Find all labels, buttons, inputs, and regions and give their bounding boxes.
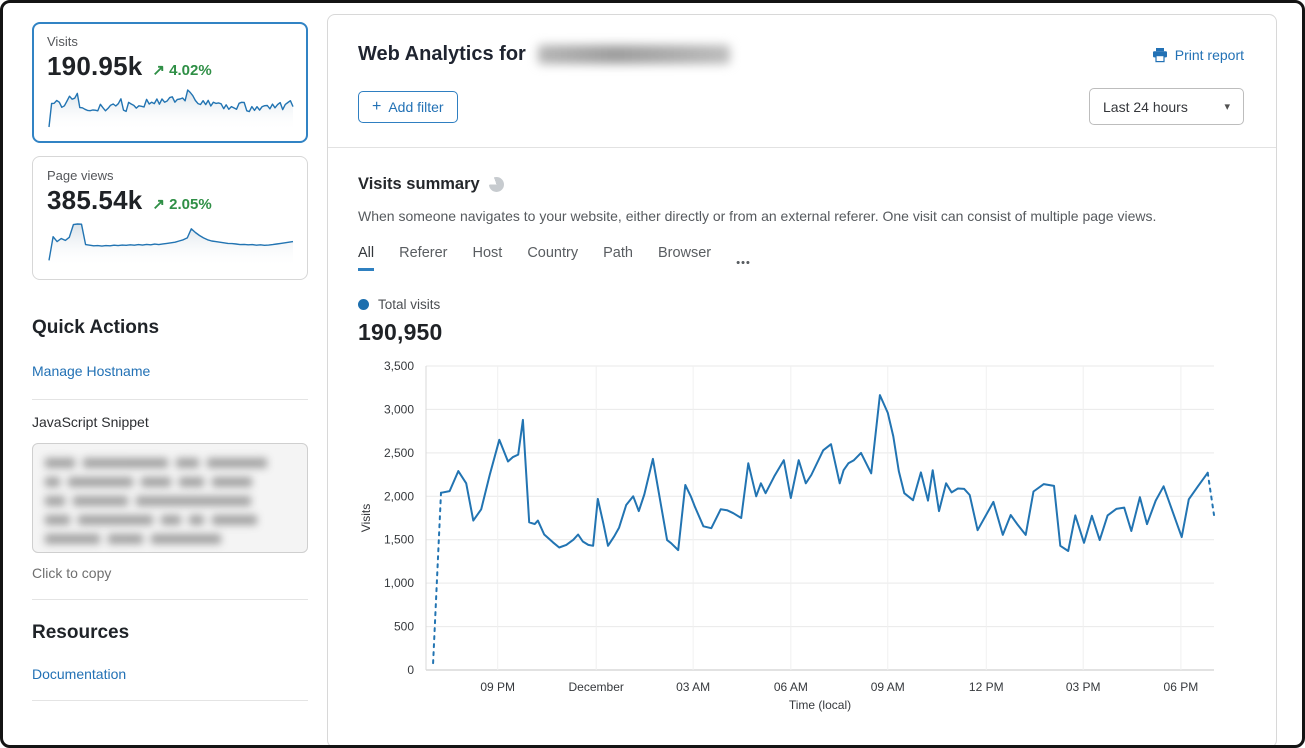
visits-card-label: Visits — [47, 34, 78, 49]
svg-text:Time (local): Time (local) — [789, 698, 851, 712]
click-to-copy-hint: Click to copy — [32, 565, 112, 581]
summary-tabs: All Referer Host Country Path Browser ●●… — [358, 245, 1246, 271]
tab-browser[interactable]: Browser — [657, 245, 712, 261]
chevron-down-icon: ▾ — [1224, 101, 1230, 113]
svg-text:03 PM: 03 PM — [1066, 680, 1101, 694]
chart-legend: Total visits — [358, 297, 1246, 312]
svg-text:2,500: 2,500 — [384, 446, 414, 460]
pageviews-metric-card[interactable]: Page views 385.54k ↗ 2.05% — [32, 156, 308, 280]
plus-icon: + — [372, 97, 382, 115]
svg-text:December: December — [569, 680, 624, 694]
svg-text:03 AM: 03 AM — [676, 680, 710, 694]
visits-summary-section: Visits summary When someone navigates to… — [328, 148, 1276, 714]
svg-text:09 AM: 09 AM — [871, 680, 905, 694]
more-tabs-icon[interactable]: ●●● — [736, 257, 751, 267]
printer-icon — [1152, 47, 1167, 62]
svg-text:3,500: 3,500 — [384, 359, 414, 373]
tab-country[interactable]: Country — [527, 245, 579, 261]
svg-text:2,000: 2,000 — [384, 489, 414, 503]
visits-sparkline-chart — [48, 89, 294, 131]
sidebar-divider — [32, 700, 308, 701]
summary-title: Visits summary — [358, 175, 480, 193]
tab-path[interactable]: Path — [603, 245, 633, 261]
trend-up-icon: ↗ — [152, 62, 165, 79]
help-icon[interactable] — [488, 177, 504, 192]
javascript-snippet-box[interactable] — [32, 443, 308, 553]
pageviews-card-value: 385.54k — [47, 185, 143, 215]
visits-metric-card[interactable]: Visits 190.95k ↗ 4.02% — [32, 22, 308, 143]
javascript-snippet-label: JavaScript Snippet — [32, 414, 149, 430]
pageviews-card-delta: ↗ 2.05% — [152, 196, 212, 213]
svg-text:1,500: 1,500 — [384, 533, 414, 547]
tab-referer[interactable]: Referer — [399, 245, 448, 261]
add-filter-button[interactable]: + Add filter — [358, 90, 458, 123]
legend-dot — [358, 299, 369, 310]
page-title: Web Analytics for — [358, 43, 730, 66]
trend-up-icon: ↗ — [152, 196, 165, 213]
svg-text:Visits: Visits — [359, 504, 373, 532]
header-divider — [328, 147, 1276, 148]
svg-text:3,000: 3,000 — [384, 402, 414, 416]
redacted-domain — [537, 45, 730, 64]
svg-text:500: 500 — [394, 620, 414, 634]
main-panel: Web Analytics for Print report + Add fil… — [327, 14, 1277, 748]
visits-card-value: 190.95k — [47, 51, 143, 81]
svg-text:06 AM: 06 AM — [774, 680, 808, 694]
total-visits-value: 190,950 — [358, 319, 443, 345]
resources-heading: Resources — [32, 622, 130, 643]
sidebar-divider — [32, 399, 308, 400]
tab-all[interactable]: All — [358, 245, 375, 271]
legend-label: Total visits — [378, 297, 441, 312]
summary-description: When someone navigates to your website, … — [358, 208, 1157, 224]
main-header: Web Analytics for Print report + Add fil… — [328, 15, 1276, 147]
sidebar: Visits 190.95k ↗ 4.02% Page views 385.54… — [32, 22, 308, 701]
quick-actions-heading: Quick Actions — [32, 317, 160, 338]
time-range-select[interactable]: Last 24 hours ▾ — [1089, 88, 1244, 125]
documentation-link[interactable]: Documentation — [32, 666, 127, 682]
time-range-value: Last 24 hours — [1103, 98, 1188, 115]
pageviews-card-label: Page views — [47, 168, 114, 183]
svg-text:09 PM: 09 PM — [480, 680, 515, 694]
chart-svg: 0 500 1,000 1,500 2,000 2,500 3,000 3,500 09 PM D… — [359, 359, 1215, 712]
visits-card-delta: ↗ 4.02% — [152, 62, 212, 79]
tab-host[interactable]: Host — [472, 245, 503, 261]
svg-text:0: 0 — [407, 663, 414, 677]
pageviews-sparkline-chart — [48, 223, 294, 267]
sidebar-divider — [32, 599, 308, 600]
svg-text:06 PM: 06 PM — [1164, 680, 1199, 694]
print-report-link[interactable]: Print report — [1152, 47, 1244, 63]
svg-text:1,000: 1,000 — [384, 576, 414, 590]
manage-hostname-link[interactable]: Manage Hostname — [32, 363, 151, 379]
visits-line-chart: 0 500 1,000 1,500 2,000 2,500 3,000 3,500 09 PM D… — [358, 358, 1246, 714]
svg-text:12 PM: 12 PM — [969, 680, 1004, 694]
